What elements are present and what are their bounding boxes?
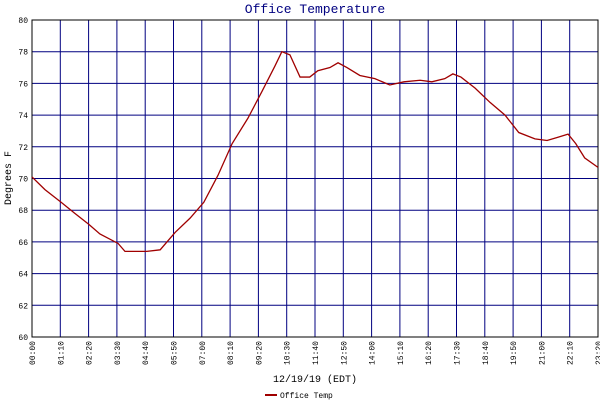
y-axis-title: Degrees F [4,151,15,205]
x-tick-label: 19:50 [510,341,519,365]
x-tick-label: 23:20 [595,341,600,365]
y-tick-label: 66 [18,239,28,248]
x-tick-label: 21:00 [538,341,547,365]
x-tick-label: 09:20 [255,341,264,365]
y-tick-label: 74 [18,112,28,121]
y-tick-label: 62 [18,302,28,311]
plot-border [31,19,599,338]
y-tick-label: 78 [18,49,28,58]
y-tick-label: 72 [18,144,28,153]
x-tick-label: 04:40 [142,341,151,365]
data-line [31,50,599,253]
y-tick-label: 60 [18,334,28,343]
y-tick-label: 64 [18,271,28,280]
x-tick-label: 08:10 [227,341,236,365]
legend-label: Office Temp [280,392,333,400]
x-tick-label: 02:20 [86,341,95,365]
x-tick-label: 15:10 [397,341,406,365]
x-tick-label: 03:30 [114,341,123,365]
y-tick-label: 76 [18,80,28,89]
y-tick-label: 68 [18,207,28,216]
y-tick-label: 70 [18,176,28,185]
x-axis-title: 12/19/19 (EDT) [273,374,357,386]
x-tick-label: 14:00 [369,341,378,365]
chart-title: Office Temperature [245,2,385,17]
x-tick-label: 18:40 [482,341,491,365]
x-tick-label: 05:50 [171,341,180,365]
x-tick-label: 10:30 [284,341,293,365]
x-tick-label: 00:00 [29,341,38,365]
x-tick-label: 01:10 [57,341,66,365]
x-tick-label: 16:20 [425,341,434,365]
x-tick-label: 22:10 [567,341,576,365]
x-tick-label: 17:30 [454,341,463,365]
y-tick-label: 80 [18,17,28,26]
x-tick-label: 11:40 [312,341,321,365]
x-tick-label: 07:00 [199,341,208,365]
x-tick-label: 12:50 [340,341,349,365]
